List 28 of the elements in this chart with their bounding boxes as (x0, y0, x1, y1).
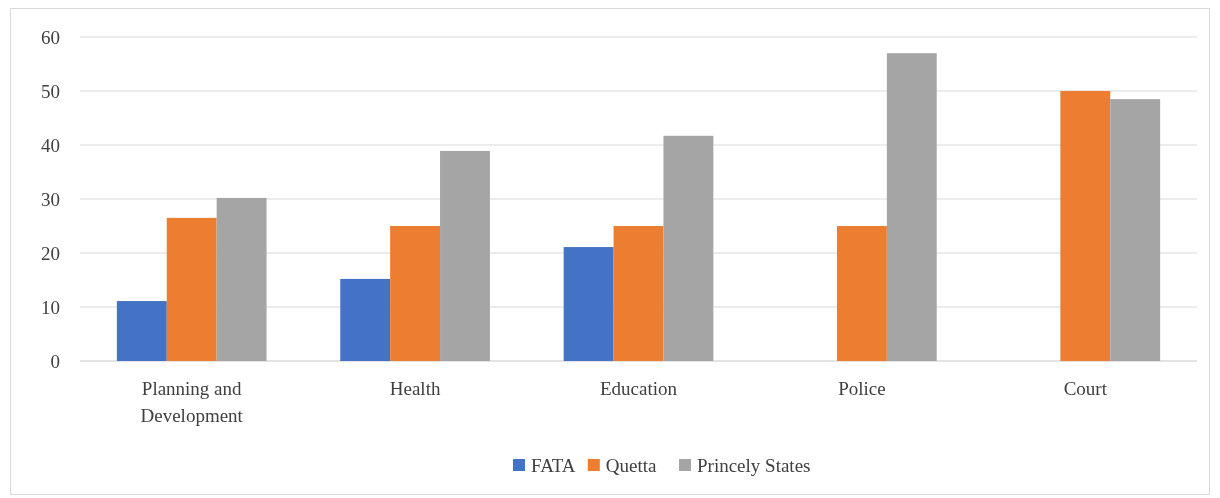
bar (216, 197, 267, 361)
bar (166, 217, 217, 361)
bar (886, 53, 937, 361)
bar (390, 226, 441, 361)
bar (613, 226, 664, 361)
bar (1060, 91, 1111, 361)
legend-label: Quetta (605, 454, 658, 476)
y-tick-label: 30 (41, 188, 60, 210)
x-tick-label: Planning and Development (140, 378, 244, 426)
bar (563, 247, 614, 361)
x-tick-label: Court (1063, 378, 1108, 399)
y-tick-label: 40 (41, 134, 60, 156)
y-tick-label: 0 (50, 350, 60, 372)
bar (663, 135, 714, 361)
bar (836, 226, 887, 361)
legend-label: FATA (531, 454, 576, 476)
bar (440, 150, 490, 361)
bar (116, 301, 167, 361)
legend-label: Princely States (697, 454, 811, 476)
y-tick-label: 50 (41, 80, 60, 102)
x-tick-label: Education (599, 378, 678, 399)
x-tick-label: Health (389, 378, 441, 399)
y-tick-label: 20 (41, 242, 60, 264)
bar (340, 278, 391, 361)
y-tick-label: 10 (41, 296, 60, 318)
x-tick-label: Police (838, 378, 886, 399)
y-tick-label: 60 (41, 26, 60, 48)
bar (1110, 99, 1161, 361)
